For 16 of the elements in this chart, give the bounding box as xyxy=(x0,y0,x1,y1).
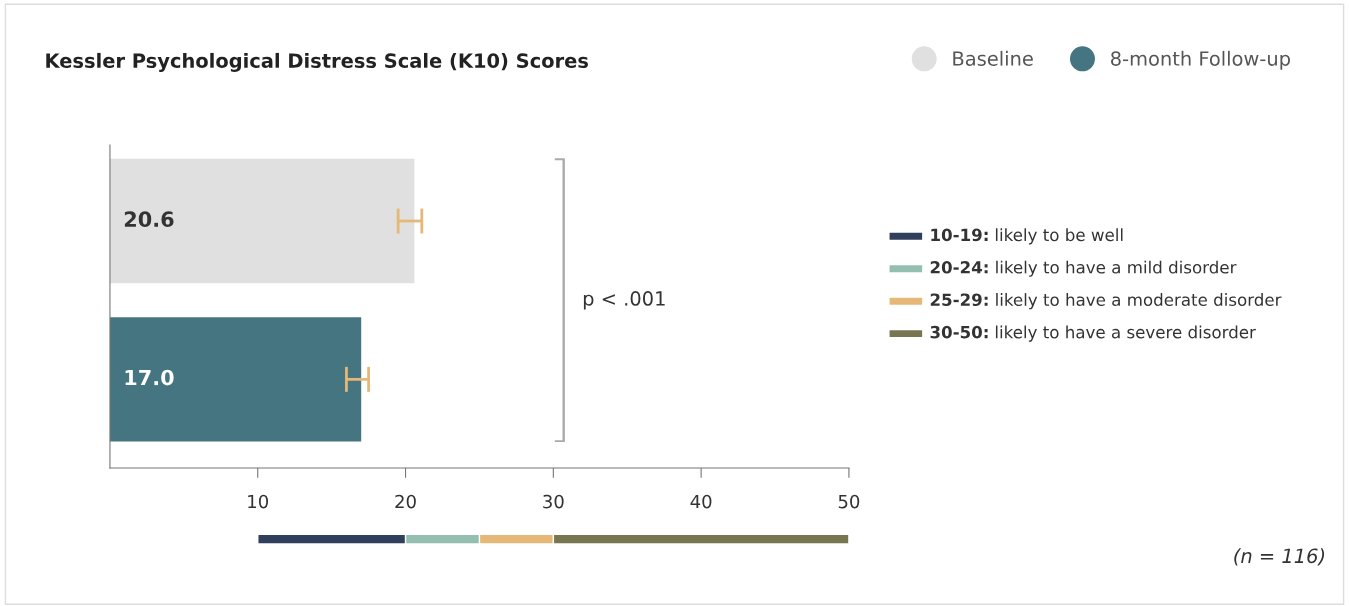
chart-title: Kessler Psychological Distress Scale (K10) Scores xyxy=(46,52,588,72)
text: 30-50: likely to have a severe disorder xyxy=(930,325,1256,342)
text: 10-19: likely to be well xyxy=(931,228,1123,245)
x-tick-label: 50 xyxy=(838,494,860,509)
annotation: p < .001 xyxy=(583,291,665,310)
text: 20-24: likely to have a mild disorder xyxy=(930,260,1237,277)
text: 25-29: likely to have a moderate disorder xyxy=(930,293,1282,310)
text: (n = 116) xyxy=(1234,548,1325,566)
x-tick-label: 20 xyxy=(395,494,416,509)
x-tick-label: 30 xyxy=(543,494,564,509)
data-label: 20.6 xyxy=(124,211,174,228)
x-tick-label: 10 xyxy=(248,494,269,509)
legend-label: Baseline xyxy=(953,50,1033,66)
x-tick-label: 40 xyxy=(690,494,712,509)
legend-label: 8-month Follow-up xyxy=(1111,50,1290,70)
data-label: 17.0 xyxy=(125,369,174,386)
